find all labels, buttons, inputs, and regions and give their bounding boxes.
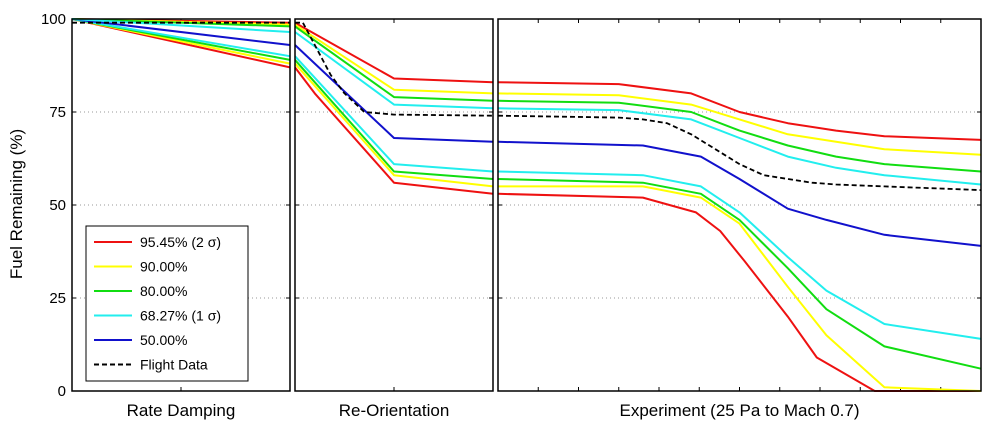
series-line-68-27-1 bbox=[71, 18, 291, 58]
y-axis-label: Fuel Remaining (%) bbox=[7, 129, 26, 279]
series-line-upper-8 bbox=[497, 107, 982, 186]
legend-box bbox=[85, 225, 249, 382]
y-tick-label: 50 bbox=[49, 197, 66, 214]
series-line-upper-7 bbox=[497, 99, 982, 173]
series-line-90-00 bbox=[294, 62, 494, 188]
series-line-95-45-2 bbox=[497, 192, 981, 392]
panel-title: Experiment (25 Pa to Mach 0.7) bbox=[619, 401, 859, 420]
chart-panels: 0 25 50 75 100 Rate Damping Re-Orientation Expe… bbox=[41, 11, 982, 420]
series-line-90-00 bbox=[498, 185, 982, 392]
series-line-80-00 bbox=[497, 178, 982, 370]
series-line-upper-5 bbox=[294, 21, 494, 84]
series-line-68-27-1 bbox=[294, 55, 494, 173]
legend-entry: 50.00% bbox=[140, 332, 187, 348]
legend-entry: 95.45% (2 σ) bbox=[140, 234, 221, 250]
series-line-upper-6 bbox=[294, 23, 494, 95]
y-tick-label: 25 bbox=[49, 290, 66, 307]
panel-frame bbox=[294, 18, 494, 392]
series-line-68-27-1 bbox=[497, 170, 982, 340]
legend-entry: Flight Data bbox=[140, 357, 208, 373]
panel-2: Re-Orientation bbox=[294, 18, 494, 420]
series-line-flight-data bbox=[295, 21, 494, 117]
y-tick-label: 100 bbox=[41, 11, 66, 28]
series-line-upper-8 bbox=[71, 18, 291, 33]
series-line-50-00 bbox=[294, 44, 494, 143]
legend-entry: 90.00% bbox=[140, 259, 187, 275]
series-line-upper-7 bbox=[294, 25, 494, 102]
series-line-50-00 bbox=[497, 140, 982, 247]
series-line-flight-data bbox=[497, 114, 982, 191]
legend-entry: 68.27% (1 σ) bbox=[140, 308, 221, 324]
panel-title: Rate Damping bbox=[127, 401, 236, 420]
legend: 95.45% (2 σ) 90.00% 80.00% 68.27% (1 σ) 50.0… bbox=[85, 225, 249, 382]
panel-3: Experiment (25 Pa to Mach 0.7) bbox=[497, 18, 982, 420]
panel-title: Re-Orientation bbox=[339, 401, 450, 420]
series-line-upper-5 bbox=[497, 81, 982, 141]
series-line-upper-6 bbox=[497, 92, 982, 156]
series-line-95-45-2 bbox=[294, 66, 494, 195]
panel-1: Rate Damping bbox=[71, 18, 291, 420]
y-tick-label: 0 bbox=[58, 383, 66, 400]
panel-frame bbox=[497, 18, 982, 392]
series-line-80-00 bbox=[294, 59, 494, 180]
series-line-upper-8 bbox=[294, 31, 494, 110]
panel-frame bbox=[71, 18, 291, 392]
legend-entry: 80.00% bbox=[140, 283, 187, 299]
y-tick-label: 75 bbox=[49, 104, 66, 121]
